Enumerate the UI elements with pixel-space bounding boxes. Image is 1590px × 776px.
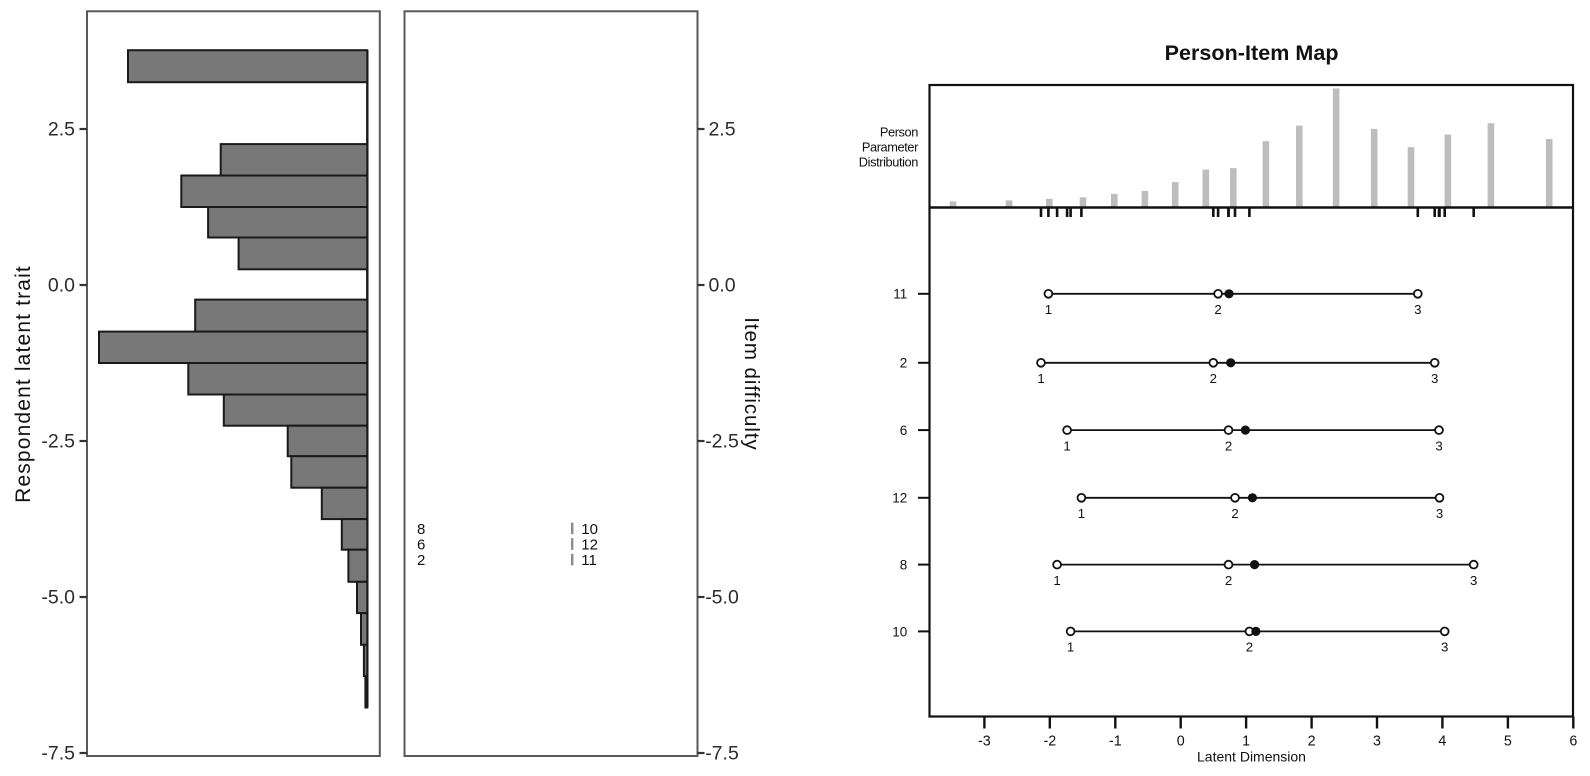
svg-text:0.0: 0.0: [48, 275, 75, 297]
svg-text:4: 4: [1438, 733, 1446, 749]
svg-text:10: 10: [581, 521, 598, 538]
svg-text:2: 2: [1225, 573, 1232, 588]
svg-text:6: 6: [900, 423, 908, 438]
svg-text:1: 1: [1242, 733, 1250, 749]
svg-text:11: 11: [893, 287, 907, 302]
svg-text:-2.5: -2.5: [41, 431, 75, 453]
svg-text:8: 8: [417, 521, 425, 538]
svg-text:3: 3: [1441, 640, 1448, 655]
svg-text:5: 5: [1504, 733, 1512, 749]
svg-text:3: 3: [1436, 506, 1443, 521]
svg-text:2.5: 2.5: [708, 119, 735, 141]
svg-text:6: 6: [1569, 733, 1577, 749]
svg-text:-5.0: -5.0: [41, 587, 75, 609]
svg-text:1: 1: [1063, 438, 1070, 453]
svg-text:Respondent latent trait: Respondent latent trait: [12, 265, 35, 503]
svg-text:2: 2: [1308, 733, 1316, 749]
svg-text:2: 2: [1225, 438, 1232, 453]
svg-text:-5.0: -5.0: [705, 587, 739, 609]
svg-text:1: 1: [1067, 640, 1074, 655]
svg-text:Person-Item Map: Person-Item Map: [1165, 41, 1339, 65]
svg-text:0: 0: [1177, 733, 1185, 749]
svg-text:3: 3: [1435, 438, 1442, 453]
svg-text:-3: -3: [978, 733, 991, 749]
svg-text:-2.5: -2.5: [705, 431, 739, 453]
svg-text:Distribution: Distribution: [859, 154, 918, 169]
svg-text:0.0: 0.0: [708, 275, 735, 297]
svg-text:-7.5: -7.5: [705, 743, 739, 765]
svg-text:8: 8: [900, 558, 908, 573]
svg-text:3: 3: [1470, 573, 1477, 588]
svg-text:12: 12: [892, 491, 907, 506]
svg-text:3: 3: [1431, 371, 1438, 386]
svg-text:-7.5: -7.5: [41, 743, 75, 765]
svg-text:Person: Person: [880, 125, 918, 140]
svg-text:Latent Dimension: Latent Dimension: [1197, 749, 1306, 765]
svg-text:-2: -2: [1043, 733, 1056, 749]
svg-text:2: 2: [900, 356, 908, 371]
svg-text:11: 11: [581, 552, 597, 569]
svg-text:Parameter: Parameter: [862, 139, 919, 154]
svg-text:Item difficulty: Item difficulty: [740, 317, 763, 451]
svg-text:3: 3: [1373, 733, 1381, 749]
svg-text:1: 1: [1045, 302, 1052, 317]
svg-text:1: 1: [1053, 573, 1060, 588]
svg-text:10: 10: [892, 624, 907, 639]
svg-text:1: 1: [1037, 371, 1044, 386]
svg-text:2: 2: [417, 552, 425, 569]
svg-text:1: 1: [1078, 506, 1085, 521]
svg-text:2: 2: [1246, 640, 1253, 655]
svg-text:6: 6: [417, 537, 425, 554]
svg-text:2.5: 2.5: [48, 119, 75, 141]
svg-text:2: 2: [1214, 302, 1221, 317]
svg-text:2: 2: [1231, 506, 1238, 521]
svg-text:12: 12: [581, 537, 598, 554]
svg-text:3: 3: [1414, 302, 1421, 317]
svg-text:2: 2: [1210, 371, 1217, 386]
svg-text:-1: -1: [1109, 733, 1122, 749]
